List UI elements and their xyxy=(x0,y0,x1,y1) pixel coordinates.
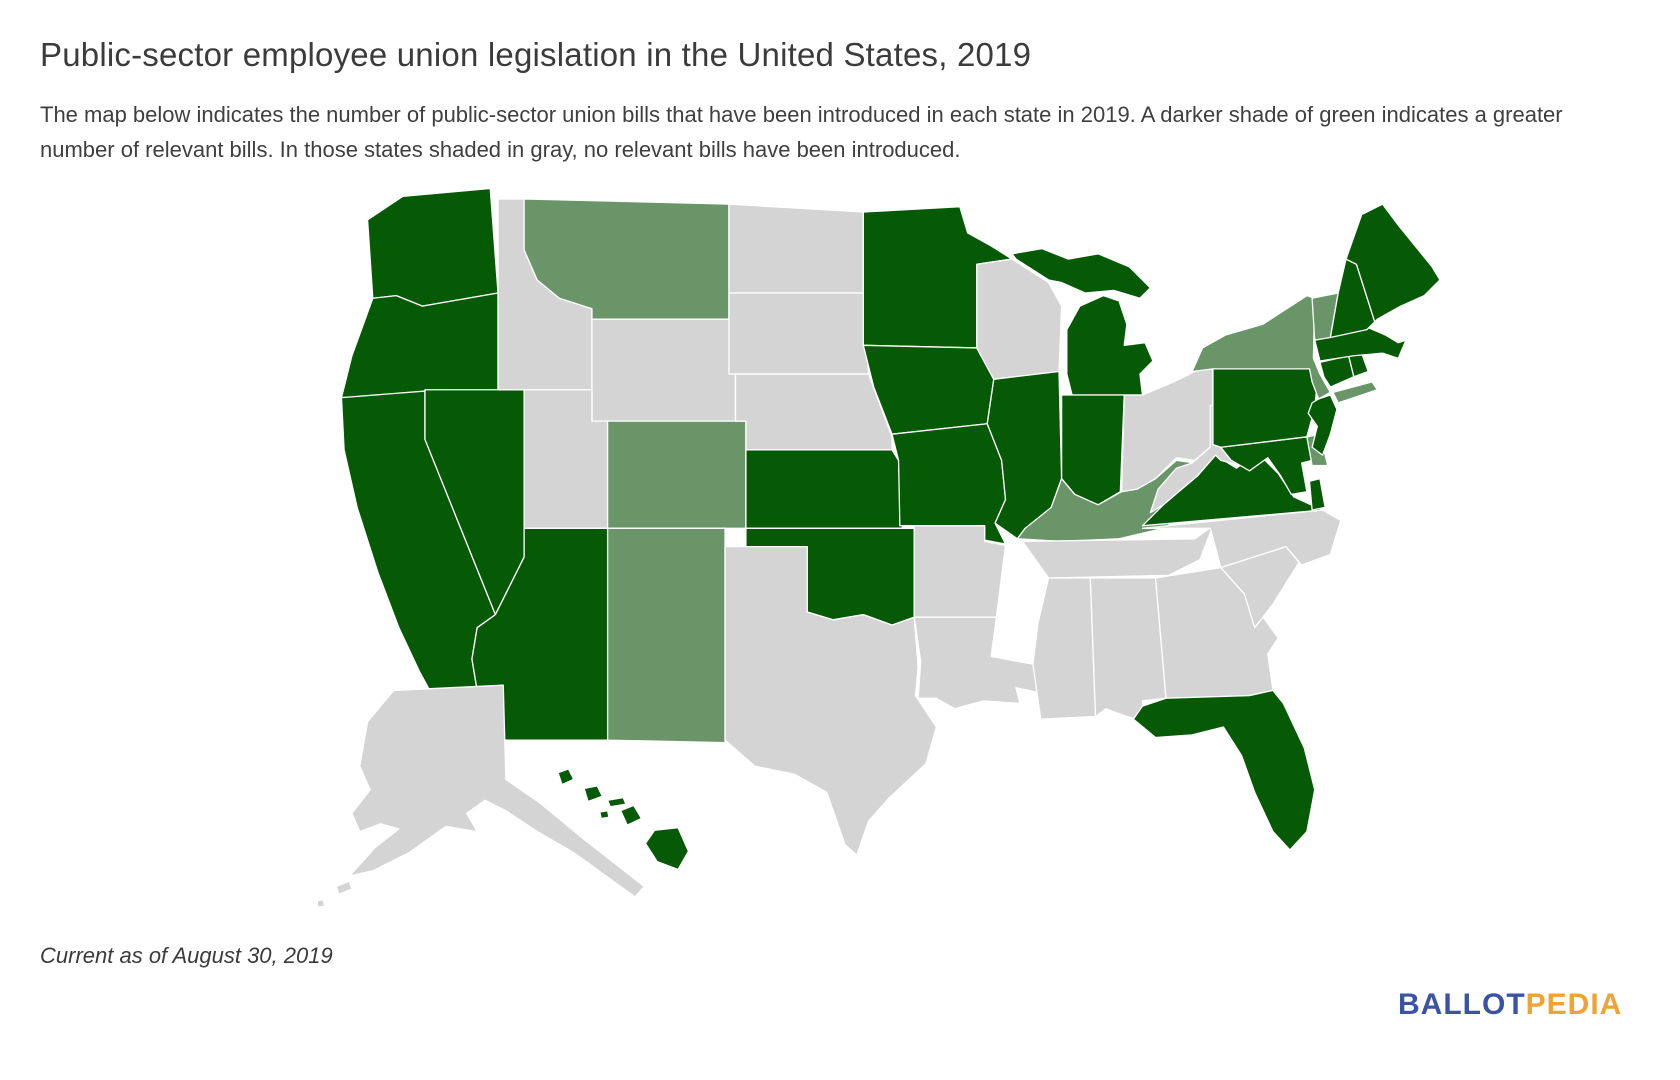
state-virginia[interactable] xyxy=(1308,478,1326,511)
state-alaska[interactable] xyxy=(348,684,645,898)
state-new-jersey[interactable] xyxy=(1307,394,1338,456)
state-florida[interactable] xyxy=(1132,689,1316,851)
page-subtitle: The map below indicates the number of pu… xyxy=(40,102,1563,162)
state-hawaii[interactable] xyxy=(606,796,627,808)
state-michigan[interactable] xyxy=(1066,294,1154,396)
states-layer xyxy=(318,187,1441,908)
us-map-svg xyxy=(318,187,1441,908)
state-maine[interactable] xyxy=(1345,203,1441,323)
state-new-york[interactable] xyxy=(1191,294,1332,400)
state-mississippi[interactable] xyxy=(1032,577,1097,720)
state-washington[interactable] xyxy=(366,187,499,307)
state-north-carolina[interactable] xyxy=(1141,509,1342,569)
state-nebraska[interactable] xyxy=(734,373,893,451)
state-indiana[interactable] xyxy=(1060,394,1125,506)
state-alaska[interactable] xyxy=(335,880,353,895)
ballotpedia-logo: BALLOTPEDIA xyxy=(1398,988,1622,1022)
state-pennsylvania[interactable] xyxy=(1212,368,1318,448)
state-kansas[interactable] xyxy=(745,449,904,529)
state-new-mexico[interactable] xyxy=(606,527,726,744)
state-wyoming[interactable] xyxy=(591,318,737,422)
state-north-dakota[interactable] xyxy=(728,203,864,294)
state-wisconsin[interactable] xyxy=(976,258,1063,380)
state-illinois[interactable] xyxy=(986,370,1063,540)
state-hawaii[interactable] xyxy=(644,827,690,871)
state-new-york[interactable] xyxy=(1332,381,1378,404)
logo-pedia: PEDIA xyxy=(1525,988,1623,1021)
page-title: Public-sector employee union legislation… xyxy=(40,36,1032,73)
state-hawaii[interactable] xyxy=(620,804,643,826)
state-hawaii[interactable] xyxy=(583,785,604,803)
state-hawaii[interactable] xyxy=(599,810,610,820)
state-hawaii[interactable] xyxy=(557,768,575,786)
state-texas[interactable] xyxy=(724,545,938,856)
state-colorado[interactable] xyxy=(606,420,747,529)
state-south-dakota[interactable] xyxy=(728,292,870,375)
state-oregon[interactable] xyxy=(340,292,499,399)
state-alaska[interactable] xyxy=(318,898,326,908)
us-choropleth-map xyxy=(318,178,1453,978)
state-louisiana[interactable] xyxy=(913,616,1042,710)
footnote: Current as of August 30, 2019 xyxy=(40,943,333,968)
logo-ballot: BALLOT xyxy=(1398,988,1526,1021)
state-alabama[interactable] xyxy=(1089,577,1167,723)
state-michigan[interactable] xyxy=(1011,247,1151,299)
